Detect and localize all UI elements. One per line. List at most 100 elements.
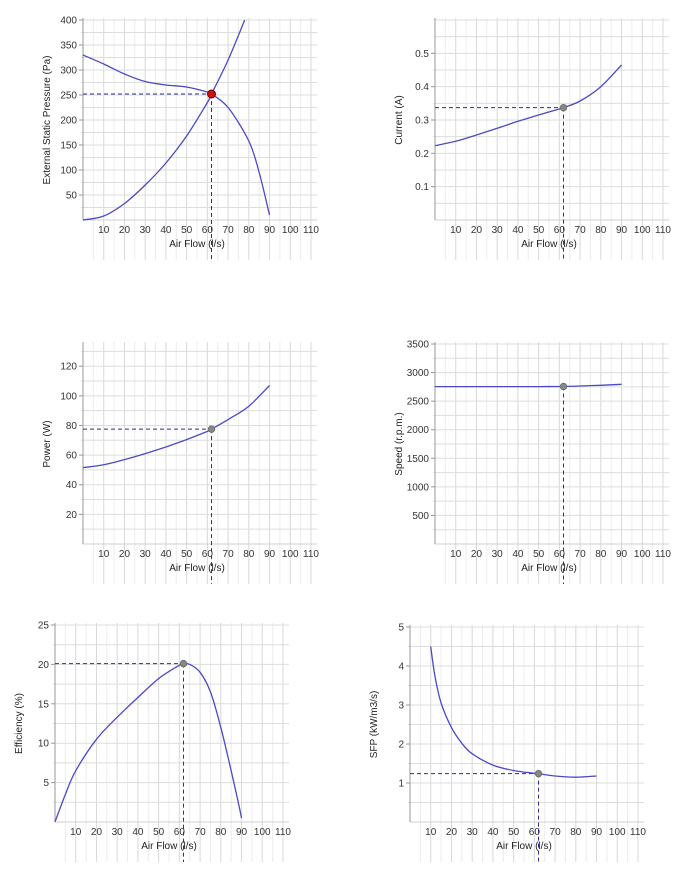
x-tick-label: 60 xyxy=(174,827,186,838)
x-tick-label: 90 xyxy=(616,225,628,236)
x-axis-title: Air Flow (l/s) xyxy=(169,563,225,574)
y-tick-label: 2000 xyxy=(407,425,430,436)
y-axis-title: Efficiency (%) xyxy=(14,693,25,754)
x-tick-label: 30 xyxy=(140,549,152,560)
x-tick-label: 40 xyxy=(160,225,172,236)
y-tick-label: 25 xyxy=(38,621,50,632)
y-tick-label: 5 xyxy=(398,623,404,634)
x-tick-label: 20 xyxy=(119,549,131,560)
y-tick-label: 1 xyxy=(398,779,404,790)
operating-point-marker xyxy=(207,89,217,99)
operating-point-marker xyxy=(559,382,568,391)
x-tick-label: 60 xyxy=(202,549,214,560)
x-tick-label: 70 xyxy=(575,549,587,560)
x-tick-label: 110 xyxy=(303,549,319,560)
x-tick-label: 40 xyxy=(512,225,524,236)
x-tick-label: 10 xyxy=(98,549,110,560)
x-tick-label: 110 xyxy=(655,225,671,236)
x-tick-label: 10 xyxy=(450,549,462,560)
x-tick-label: 100 xyxy=(282,549,299,560)
x-tick-label: 70 xyxy=(223,549,235,560)
y-tick-label: 20 xyxy=(38,660,50,671)
y-tick-label: 3500 xyxy=(407,340,430,351)
x-tick-label: 90 xyxy=(236,827,248,838)
operating-point-marker xyxy=(179,659,188,668)
x-tick-label: 10 xyxy=(450,225,462,236)
grid xyxy=(53,623,289,862)
grid xyxy=(81,342,317,584)
x-tick-label: 70 xyxy=(223,225,235,236)
x-tick-label: 70 xyxy=(550,827,562,838)
series-line-1 xyxy=(430,646,597,778)
y-tick-label: 200 xyxy=(60,116,77,127)
x-tick-label: 60 xyxy=(554,225,566,236)
x-tick-label: 10 xyxy=(98,225,110,236)
y-tick-label: 2 xyxy=(398,740,404,751)
x-axis-title: Air Flow (l/s) xyxy=(496,841,552,852)
operating-point-marker xyxy=(534,769,543,778)
y-tick-label: 3000 xyxy=(407,368,430,379)
y-tick-label: 40 xyxy=(66,480,78,491)
x-tick-label: 110 xyxy=(303,225,319,236)
y-axis-title: Speed (r.p.m.) xyxy=(394,412,405,475)
x-tick-label: 80 xyxy=(595,225,607,236)
y-tick-label: 300 xyxy=(60,66,77,77)
grid xyxy=(408,625,644,862)
series-line-1 xyxy=(82,54,271,216)
series-line-1 xyxy=(82,385,270,469)
y-tick-label: 20 xyxy=(66,510,78,521)
y-tick-label: 0.3 xyxy=(415,116,429,127)
x-tick-label: 50 xyxy=(533,225,545,236)
y-tick-label: 5 xyxy=(43,778,49,789)
y-tick-label: 0.4 xyxy=(415,82,429,93)
series-line-1 xyxy=(434,64,622,147)
y-tick-label: 100 xyxy=(60,166,77,177)
x-tick-label: 60 xyxy=(529,827,541,838)
x-axis-title: Air Flow (l/s) xyxy=(521,563,577,574)
y-tick-label: 4 xyxy=(398,662,404,673)
x-tick-label: 90 xyxy=(264,549,276,560)
x-tick-label: 30 xyxy=(467,827,479,838)
power-chart: 20 40 60 80 100 120 10 20 30 40 50 60 70 80 90 100 110 Ai… xyxy=(42,342,319,584)
y-tick-label: 1500 xyxy=(407,454,430,465)
y-tick-label: 400 xyxy=(60,16,77,27)
x-axis-title: Air Flow (l/s) xyxy=(521,239,577,250)
speed-chart: 500 1000 1500 2000 2500 3000 3500 10 20 30 40 50 60 7… xyxy=(394,340,671,584)
x-tick-label: 10 xyxy=(70,827,82,838)
sfp-chart: 1 2 3 4 5 10 20 30 40 50 60 70 80 90 100 110 Air Flow (l… xyxy=(369,623,646,862)
series-line-2 xyxy=(82,19,246,221)
grid xyxy=(81,18,317,260)
y-tick-label: 120 xyxy=(60,362,77,373)
y-tick-label: 0.5 xyxy=(415,49,429,60)
x-tick-label: 100 xyxy=(254,827,271,838)
x-tick-label: 90 xyxy=(264,225,276,236)
y-tick-label: 0.2 xyxy=(415,149,429,160)
y-tick-label: 500 xyxy=(412,511,429,522)
y-axis-title: Power (W) xyxy=(42,420,53,467)
x-tick-label: 30 xyxy=(112,827,124,838)
x-tick-label: 70 xyxy=(575,225,587,236)
x-tick-label: 40 xyxy=(512,549,524,560)
x-tick-label: 60 xyxy=(554,549,566,560)
x-tick-label: 50 xyxy=(153,827,165,838)
x-tick-label: 50 xyxy=(181,225,193,236)
x-tick-label: 80 xyxy=(243,225,255,236)
x-tick-label: 10 xyxy=(425,827,437,838)
x-tick-label: 40 xyxy=(132,827,144,838)
current-chart: 0.1 0.2 0.3 0.4 0.5 10 20 30 40 50 60 70 80 90 100 110 A… xyxy=(394,18,671,260)
y-axis-title: External Static Pressure (Pa) xyxy=(42,56,53,185)
x-tick-label: 90 xyxy=(616,549,628,560)
grid xyxy=(433,342,669,584)
y-tick-label: 150 xyxy=(60,141,77,152)
y-tick-label: 0.1 xyxy=(415,182,429,193)
x-tick-label: 30 xyxy=(492,549,504,560)
y-tick-label: 350 xyxy=(60,41,77,52)
x-tick-label: 80 xyxy=(595,549,607,560)
x-tick-label: 20 xyxy=(446,827,458,838)
operating-point-marker xyxy=(207,425,216,433)
x-tick-label: 40 xyxy=(160,549,172,560)
pressure-chart: 50 100 150 200 250 300 350 400 10 20 30 40 50 60 70 80 9… xyxy=(42,16,319,260)
y-tick-label: 2500 xyxy=(407,397,430,408)
x-tick-label: 110 xyxy=(275,827,291,838)
x-tick-label: 80 xyxy=(243,549,255,560)
